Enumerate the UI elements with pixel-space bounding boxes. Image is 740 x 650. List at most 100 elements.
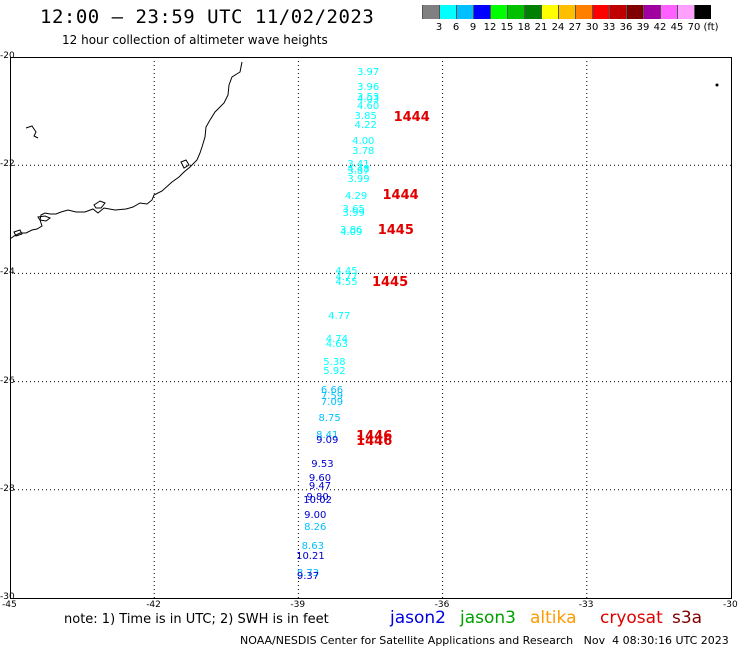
swh-value-label: 9.00: [304, 509, 327, 521]
colorbar-label: 6: [452, 22, 460, 33]
colorbar-swatch: [541, 5, 558, 19]
pass-time-label: 1446: [356, 428, 393, 444]
map-title: 12:00 – 23:59 UTC 11/02/2023: [40, 6, 375, 28]
swh-value-label: 3.99: [347, 174, 370, 186]
swh-value-label: 4.60: [356, 100, 380, 112]
swh-value-label: 4.09: [340, 227, 363, 239]
colorbar-label: 15: [500, 22, 514, 33]
lon-tick-label: -42: [146, 600, 161, 610]
lat-lon-grid: [10, 57, 731, 598]
swh-value-label: 9.09: [316, 435, 339, 447]
colorbar-label: (ft): [703, 22, 719, 33]
colorbar-swatch: [524, 5, 541, 19]
swh-value-label: 8.75: [318, 413, 341, 425]
island-ilha-grande: [37, 215, 52, 222]
island-sao-sebastiao: [13, 229, 23, 237]
inland-river: [25, 125, 39, 139]
swh-value-label: 8.63: [301, 540, 324, 552]
satellite-legend-jason2: jason2: [390, 608, 446, 628]
swh-value-label: 4.03: [356, 94, 380, 106]
trindade-island-marker: [715, 83, 719, 87]
colorbar-label: 12: [483, 22, 497, 33]
colorbar-swatch: [626, 5, 643, 19]
swh-value-label: 10.21: [296, 551, 325, 563]
swh-value-label: 4.74: [325, 333, 348, 345]
brazil-coastline: [9, 61, 243, 240]
footer-note: note: 1) Time is in UTC; 2) SWH is in fe…: [64, 612, 329, 627]
lagoon-araruama: [93, 200, 106, 209]
colorbar-swatch: [643, 5, 660, 19]
satellite-legend-altika: altika: [530, 608, 577, 628]
lon-tick-label: -36: [434, 600, 450, 610]
swh-value-label: 9.80: [306, 491, 329, 503]
satellite-legend-s3a: s3a: [672, 608, 703, 628]
colorbar-label: 45: [670, 22, 684, 33]
colorbar-label: 70: [687, 22, 701, 33]
colorbar-swatch: [609, 5, 626, 19]
colorbar-swatch: [422, 5, 439, 19]
swh-value-label: 3.96: [356, 82, 380, 94]
colorbar-swatch: [558, 5, 575, 19]
swh-value-label: 4.29: [344, 190, 368, 202]
swh-value-label: 3.53: [356, 91, 380, 103]
colorbar-swatch: [439, 5, 456, 19]
swh-value-label: 4.77: [335, 272, 358, 284]
lat-tick-label: -20: [0, 51, 15, 61]
swh-value-label: 3.65: [342, 203, 365, 215]
pass-time-label: 1444: [393, 109, 430, 125]
colorbar-swatch: [473, 5, 490, 19]
map-subtitle: 12 hour collection of altimeter wave hei…: [62, 33, 328, 47]
swh-value-label: 3.41: [347, 159, 370, 171]
colorbar-swatch: [507, 5, 524, 19]
colorbar-swatch: [575, 5, 592, 19]
swh-value-label: 5.38: [323, 356, 346, 368]
colorbar-label: 42: [653, 22, 667, 33]
colorbar-label: 24: [551, 22, 565, 33]
swh-value-label: 9.53: [311, 459, 334, 471]
lat-tick-label: -30: [0, 592, 15, 602]
colorbar-swatch: [456, 5, 473, 19]
colorbar-swatch: [694, 5, 711, 19]
swh-value-label: 8.26: [304, 521, 327, 533]
swh-value-label: 4.22: [354, 120, 377, 132]
pass-time-label: 1445: [377, 223, 414, 239]
swh-value-label: 4.45: [335, 265, 358, 277]
colorbar-label: 33: [602, 22, 616, 33]
map-frame: [10, 57, 732, 599]
colorbar-label: 36: [619, 22, 633, 33]
swh-value-label: 9.60: [308, 472, 332, 484]
swh-value-label: 8.73: [296, 567, 320, 579]
swh-value-label: 4.00: [352, 136, 375, 148]
colorbar-label: 18: [517, 22, 531, 33]
colorbar-swatch: [490, 5, 507, 19]
colorbar-label: 21: [534, 22, 548, 33]
colorbar-label: 3: [435, 22, 443, 33]
lon-tick-label: -30: [723, 600, 738, 610]
colorbar-label: 30: [585, 22, 599, 33]
swh-value-label: 7.59: [320, 390, 344, 402]
satellite-legend-jason3: jason3: [460, 608, 516, 628]
swh-value-label: 10.02: [303, 494, 332, 506]
lat-tick-label: -24: [0, 267, 15, 278]
swh-value-label: 4.55: [335, 277, 358, 289]
colorbar-label: 9: [469, 22, 477, 33]
swh-value-label: 3.86: [340, 224, 363, 236]
swh-value-label: 4.63: [325, 339, 348, 351]
pass-time-label: 1446: [356, 434, 393, 450]
swh-value-label: 7.09: [320, 397, 344, 409]
satellite-legend-cryosat: cryosat: [600, 608, 663, 628]
pass-time-label: 1444: [382, 187, 419, 203]
colorbar-label: 39: [636, 22, 650, 33]
swh-value-label: 3.87: [347, 166, 370, 178]
swh-value-label: 5.92: [323, 366, 346, 378]
lon-tick-label: -39: [290, 600, 306, 610]
lon-tick-label: -33: [578, 600, 594, 610]
cabo-frio-islet: [180, 159, 190, 169]
colorbar-swatch: [592, 5, 609, 19]
swh-value-label: 4.77: [328, 310, 351, 322]
credit-line: NOAA/NESDIS Center for Satellite Applica…: [240, 634, 729, 647]
swh-value-label: 3.85: [354, 110, 377, 122]
lat-tick-label: -28: [0, 483, 15, 494]
swh-value-label: 9.37: [296, 571, 320, 583]
